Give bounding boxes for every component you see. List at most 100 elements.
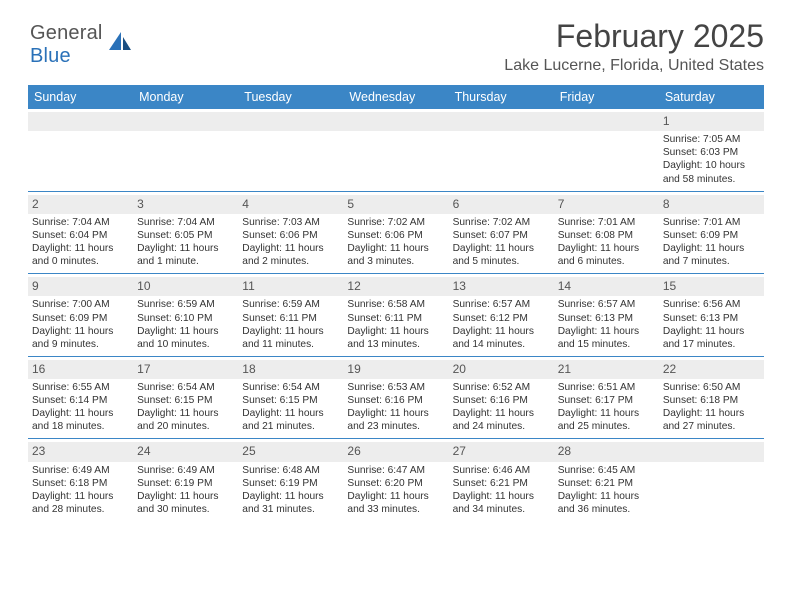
cell-line: and 3 minutes.	[347, 255, 444, 268]
cell-line: Sunrise: 6:53 AM	[347, 381, 444, 394]
cell-line: Sunrise: 7:04 AM	[32, 216, 129, 229]
calendar-cell: 2Sunrise: 7:04 AMSunset: 6:04 PMDaylight…	[28, 192, 133, 274]
cell-line: Sunrise: 6:57 AM	[558, 298, 655, 311]
calendar-cell: 15Sunrise: 6:56 AMSunset: 6:13 PMDayligh…	[659, 274, 764, 356]
cell-line: Sunset: 6:11 PM	[347, 312, 444, 325]
cell-line: Sunset: 6:21 PM	[453, 477, 550, 490]
cell-line: Sunset: 6:19 PM	[137, 477, 234, 490]
calendar-cell	[238, 109, 343, 191]
calendar-cell: 13Sunrise: 6:57 AMSunset: 6:12 PMDayligh…	[449, 274, 554, 356]
day-number: 12	[343, 277, 448, 296]
cell-line: and 27 minutes.	[663, 420, 760, 433]
day-number: 7	[554, 195, 659, 214]
calendar-cell	[554, 109, 659, 191]
cell-line: Sunset: 6:08 PM	[558, 229, 655, 242]
cell-line: Sunrise: 7:05 AM	[663, 133, 760, 146]
page-subtitle: Lake Lucerne, Florida, United States	[28, 57, 764, 75]
calendar-cell: 27Sunrise: 6:46 AMSunset: 6:21 PMDayligh…	[449, 439, 554, 521]
page-header: February 2025 Lake Lucerne, Florida, Uni…	[28, 18, 764, 75]
day-number	[659, 442, 764, 461]
cell-line: Sunset: 6:20 PM	[347, 477, 444, 490]
cell-line: Sunrise: 6:51 AM	[558, 381, 655, 394]
day-number: 16	[28, 360, 133, 379]
day-number: 15	[659, 277, 764, 296]
cell-line: Sunset: 6:18 PM	[32, 477, 129, 490]
day-number: 9	[28, 277, 133, 296]
weekday-thursday: Thursday	[449, 85, 554, 109]
calendar-cell: 22Sunrise: 6:50 AMSunset: 6:18 PMDayligh…	[659, 357, 764, 439]
day-number	[238, 112, 343, 131]
cell-line: Sunset: 6:13 PM	[558, 312, 655, 325]
calendar-row: 9Sunrise: 7:00 AMSunset: 6:09 PMDaylight…	[28, 274, 764, 357]
cell-line: Daylight: 11 hours	[137, 407, 234, 420]
cell-line: Sunrise: 7:04 AM	[137, 216, 234, 229]
day-number: 13	[449, 277, 554, 296]
calendar-cell: 9Sunrise: 7:00 AMSunset: 6:09 PMDaylight…	[28, 274, 133, 356]
cell-line: Daylight: 11 hours	[663, 242, 760, 255]
cell-line: Daylight: 11 hours	[137, 490, 234, 503]
cell-line: Sunset: 6:16 PM	[347, 394, 444, 407]
cell-line: Sunrise: 6:49 AM	[137, 464, 234, 477]
logo-text: General Blue	[30, 22, 103, 68]
logo: General Blue	[30, 22, 133, 68]
cell-line: and 14 minutes.	[453, 338, 550, 351]
cell-line: Daylight: 11 hours	[453, 325, 550, 338]
cell-line: Daylight: 11 hours	[558, 407, 655, 420]
cell-line: and 31 minutes.	[242, 503, 339, 516]
calendar-cell: 14Sunrise: 6:57 AMSunset: 6:13 PMDayligh…	[554, 274, 659, 356]
day-number	[449, 112, 554, 131]
cell-line: and 9 minutes.	[32, 338, 129, 351]
calendar-cell: 26Sunrise: 6:47 AMSunset: 6:20 PMDayligh…	[343, 439, 448, 521]
cell-line: Daylight: 11 hours	[32, 242, 129, 255]
cell-line: and 7 minutes.	[663, 255, 760, 268]
calendar-cell: 7Sunrise: 7:01 AMSunset: 6:08 PMDaylight…	[554, 192, 659, 274]
cell-line: Sunset: 6:15 PM	[242, 394, 339, 407]
day-number: 18	[238, 360, 343, 379]
calendar: Sunday Monday Tuesday Wednesday Thursday…	[28, 85, 764, 521]
cell-line: Sunrise: 7:02 AM	[453, 216, 550, 229]
calendar-row: 1Sunrise: 7:05 AMSunset: 6:03 PMDaylight…	[28, 109, 764, 192]
cell-line: and 21 minutes.	[242, 420, 339, 433]
weekday-friday: Friday	[554, 85, 659, 109]
cell-line: Sunrise: 6:58 AM	[347, 298, 444, 311]
cell-line: Daylight: 11 hours	[347, 490, 444, 503]
day-number: 5	[343, 195, 448, 214]
cell-line: Sunrise: 6:54 AM	[137, 381, 234, 394]
cell-line: and 0 minutes.	[32, 255, 129, 268]
cell-line: and 18 minutes.	[32, 420, 129, 433]
weekday-header: Sunday Monday Tuesday Wednesday Thursday…	[28, 85, 764, 109]
calendar-cell	[343, 109, 448, 191]
calendar-body: 1Sunrise: 7:05 AMSunset: 6:03 PMDaylight…	[28, 109, 764, 521]
cell-line: Sunrise: 6:50 AM	[663, 381, 760, 394]
cell-line: Daylight: 11 hours	[453, 490, 550, 503]
cell-line: and 13 minutes.	[347, 338, 444, 351]
cell-line: Daylight: 11 hours	[453, 407, 550, 420]
sail-icon	[107, 30, 133, 61]
cell-line: Sunrise: 6:47 AM	[347, 464, 444, 477]
day-number: 2	[28, 195, 133, 214]
weekday-wednesday: Wednesday	[343, 85, 448, 109]
cell-line: and 23 minutes.	[347, 420, 444, 433]
cell-line: Sunset: 6:05 PM	[137, 229, 234, 242]
cell-line: Sunrise: 7:00 AM	[32, 298, 129, 311]
calendar-cell: 11Sunrise: 6:59 AMSunset: 6:11 PMDayligh…	[238, 274, 343, 356]
cell-line: Daylight: 11 hours	[453, 242, 550, 255]
cell-line: Sunrise: 6:52 AM	[453, 381, 550, 394]
day-number: 17	[133, 360, 238, 379]
day-number	[554, 112, 659, 131]
cell-line: and 28 minutes.	[32, 503, 129, 516]
cell-line: Sunrise: 7:01 AM	[558, 216, 655, 229]
calendar-row: 16Sunrise: 6:55 AMSunset: 6:14 PMDayligh…	[28, 357, 764, 440]
calendar-cell: 24Sunrise: 6:49 AMSunset: 6:19 PMDayligh…	[133, 439, 238, 521]
cell-line: Sunrise: 7:01 AM	[663, 216, 760, 229]
cell-line: Sunset: 6:06 PM	[347, 229, 444, 242]
cell-line: Sunset: 6:21 PM	[558, 477, 655, 490]
cell-line: and 30 minutes.	[137, 503, 234, 516]
day-number: 22	[659, 360, 764, 379]
cell-line: Daylight: 11 hours	[32, 325, 129, 338]
day-number: 10	[133, 277, 238, 296]
cell-line: and 6 minutes.	[558, 255, 655, 268]
cell-line: Sunset: 6:07 PM	[453, 229, 550, 242]
calendar-cell: 3Sunrise: 7:04 AMSunset: 6:05 PMDaylight…	[133, 192, 238, 274]
day-number: 4	[238, 195, 343, 214]
